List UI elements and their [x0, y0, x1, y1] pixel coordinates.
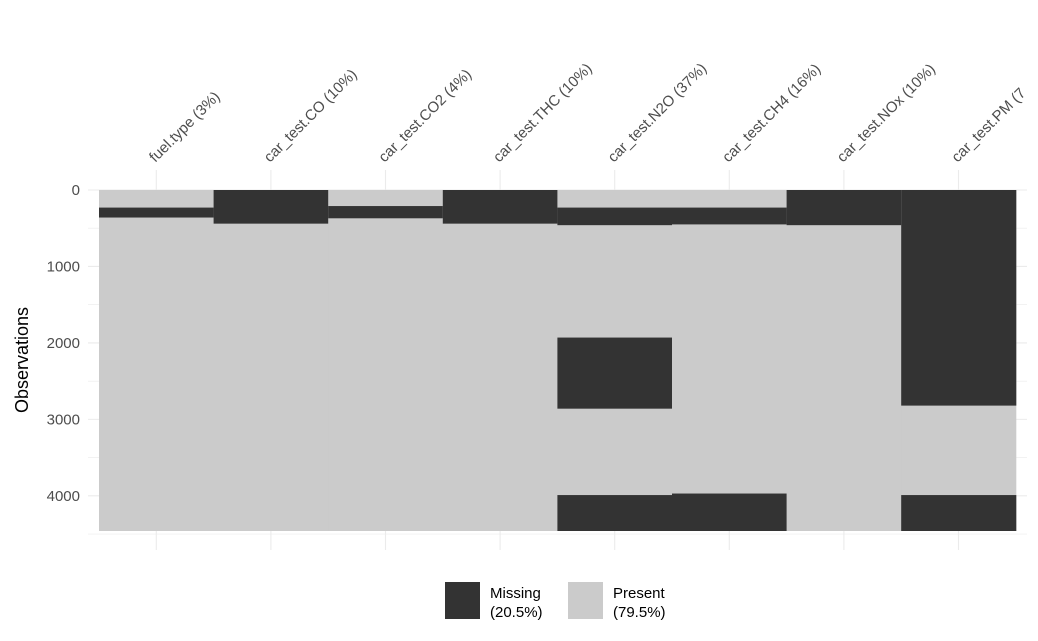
- column-label: car_test.CO (10%): [261, 66, 361, 166]
- legend-percent: (79.5%): [613, 604, 666, 621]
- y-tick-label: 0: [72, 182, 80, 199]
- column-label: car_test.NOx (10%): [834, 61, 939, 166]
- present-cell: [672, 190, 788, 531]
- present-cell: [328, 190, 444, 531]
- y-axis-ticks: 0 1000 2000 3000 4000: [47, 182, 80, 505]
- column-label: car_test.CO2 (4%): [375, 66, 475, 166]
- legend-percent: (20.5%): [490, 604, 543, 621]
- missing-cell: [328, 206, 444, 219]
- missing-cell: [557, 337, 673, 409]
- present-cell: [99, 190, 215, 531]
- column-label: car_test.CH4 (16%): [719, 61, 824, 166]
- missing-cell: [557, 207, 673, 226]
- missing-cell: [557, 495, 673, 531]
- legend-label: Present: [613, 585, 666, 602]
- legend: Missing (20.5%) Present (79.5%): [445, 582, 666, 621]
- y-tick-label: 3000: [47, 411, 80, 428]
- missing-cell: [901, 495, 1017, 531]
- heatmap-cells: [99, 190, 1017, 531]
- missing-cell: [213, 190, 329, 224]
- present-cell: [213, 190, 329, 531]
- column-label: car_test.N2O (37%): [605, 60, 711, 166]
- legend-label: Missing: [490, 585, 541, 602]
- y-tick-label: 4000: [47, 488, 80, 505]
- missing-cell: [672, 493, 788, 531]
- legend-key-missing: [445, 582, 480, 619]
- missing-cell: [901, 190, 1017, 406]
- y-tick-label: 2000: [47, 335, 80, 352]
- y-axis-title: Observations: [12, 307, 32, 413]
- column-label: car_test.PM (7: [948, 85, 1029, 166]
- missing-cell: [442, 190, 558, 224]
- column-label: car_test.THC (10%): [490, 60, 596, 166]
- column-labels: fuel.type (3%) car_test.CO (10%) car_test.…: [146, 60, 1029, 166]
- missing-cell: [99, 207, 215, 218]
- missing-cell: [786, 190, 902, 226]
- y-tick-label: 1000: [47, 258, 80, 275]
- present-cell: [442, 190, 558, 531]
- missing-cell: [672, 207, 788, 225]
- legend-key-present: [568, 582, 603, 619]
- present-cell: [786, 190, 902, 531]
- column-label: fuel.type (3%): [146, 88, 223, 165]
